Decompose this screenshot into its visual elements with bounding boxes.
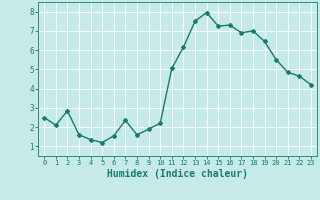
X-axis label: Humidex (Indice chaleur): Humidex (Indice chaleur)	[107, 169, 248, 179]
